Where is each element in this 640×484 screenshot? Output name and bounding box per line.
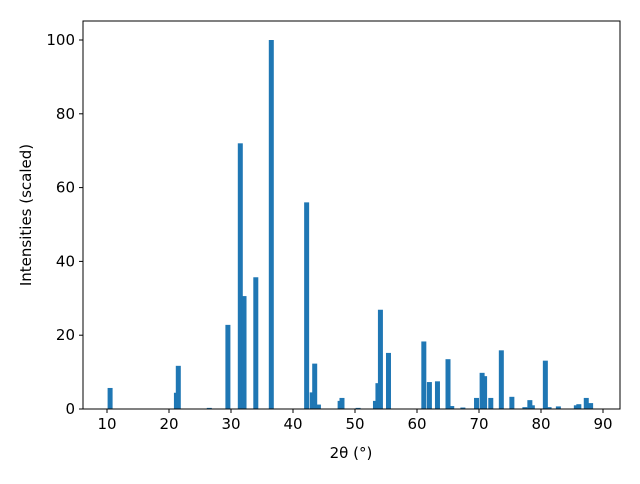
bar bbox=[237, 143, 243, 410]
bar bbox=[498, 350, 504, 409]
bar bbox=[225, 324, 231, 409]
y-tick-label: 40 bbox=[56, 252, 75, 270]
bar bbox=[315, 404, 321, 409]
bar bbox=[304, 202, 310, 409]
bar bbox=[107, 387, 113, 409]
bar bbox=[206, 407, 212, 409]
bar bbox=[482, 376, 488, 409]
bar bbox=[555, 406, 561, 409]
x-axis-label: 2θ (°) bbox=[330, 444, 373, 462]
bar bbox=[542, 360, 548, 409]
x-tick-label: 80 bbox=[531, 415, 550, 433]
bar bbox=[576, 404, 582, 409]
x-tick-label: 70 bbox=[469, 415, 488, 433]
bar bbox=[421, 341, 427, 409]
bar bbox=[522, 407, 528, 409]
y-tick-label: 80 bbox=[56, 105, 75, 123]
bar bbox=[241, 296, 247, 409]
bar bbox=[546, 407, 552, 409]
bar bbox=[426, 382, 432, 409]
bar bbox=[445, 359, 451, 409]
axes-frame bbox=[82, 20, 621, 410]
bar bbox=[377, 309, 383, 409]
bar bbox=[449, 406, 455, 409]
x-tick-label: 40 bbox=[283, 415, 302, 433]
y-tick-label: 100 bbox=[46, 31, 75, 49]
bar bbox=[253, 277, 259, 409]
bar bbox=[509, 396, 515, 409]
bar bbox=[583, 397, 589, 409]
x-tick-label: 10 bbox=[97, 415, 116, 433]
x-tick-label: 20 bbox=[159, 415, 178, 433]
bar bbox=[385, 352, 391, 409]
bar bbox=[527, 400, 533, 409]
bar bbox=[460, 407, 466, 409]
bar bbox=[474, 397, 480, 409]
bar bbox=[434, 381, 440, 409]
bar bbox=[488, 397, 494, 409]
bar bbox=[268, 40, 274, 410]
y-axis-label: Intensities (scaled) bbox=[17, 144, 35, 286]
x-tick-label: 90 bbox=[593, 415, 612, 433]
y-tick-label: 0 bbox=[65, 400, 75, 418]
bar bbox=[529, 405, 535, 409]
y-tick-label: 60 bbox=[56, 179, 75, 197]
bar bbox=[175, 365, 181, 409]
bar bbox=[355, 407, 361, 409]
bar bbox=[588, 403, 594, 409]
x-tick-label: 30 bbox=[221, 415, 240, 433]
x-tick-label: 60 bbox=[407, 415, 426, 433]
bar bbox=[339, 397, 345, 409]
bar bbox=[312, 363, 318, 409]
plot-area bbox=[83, 21, 620, 409]
x-tick-label: 50 bbox=[345, 415, 364, 433]
y-tick-label: 20 bbox=[56, 326, 75, 344]
